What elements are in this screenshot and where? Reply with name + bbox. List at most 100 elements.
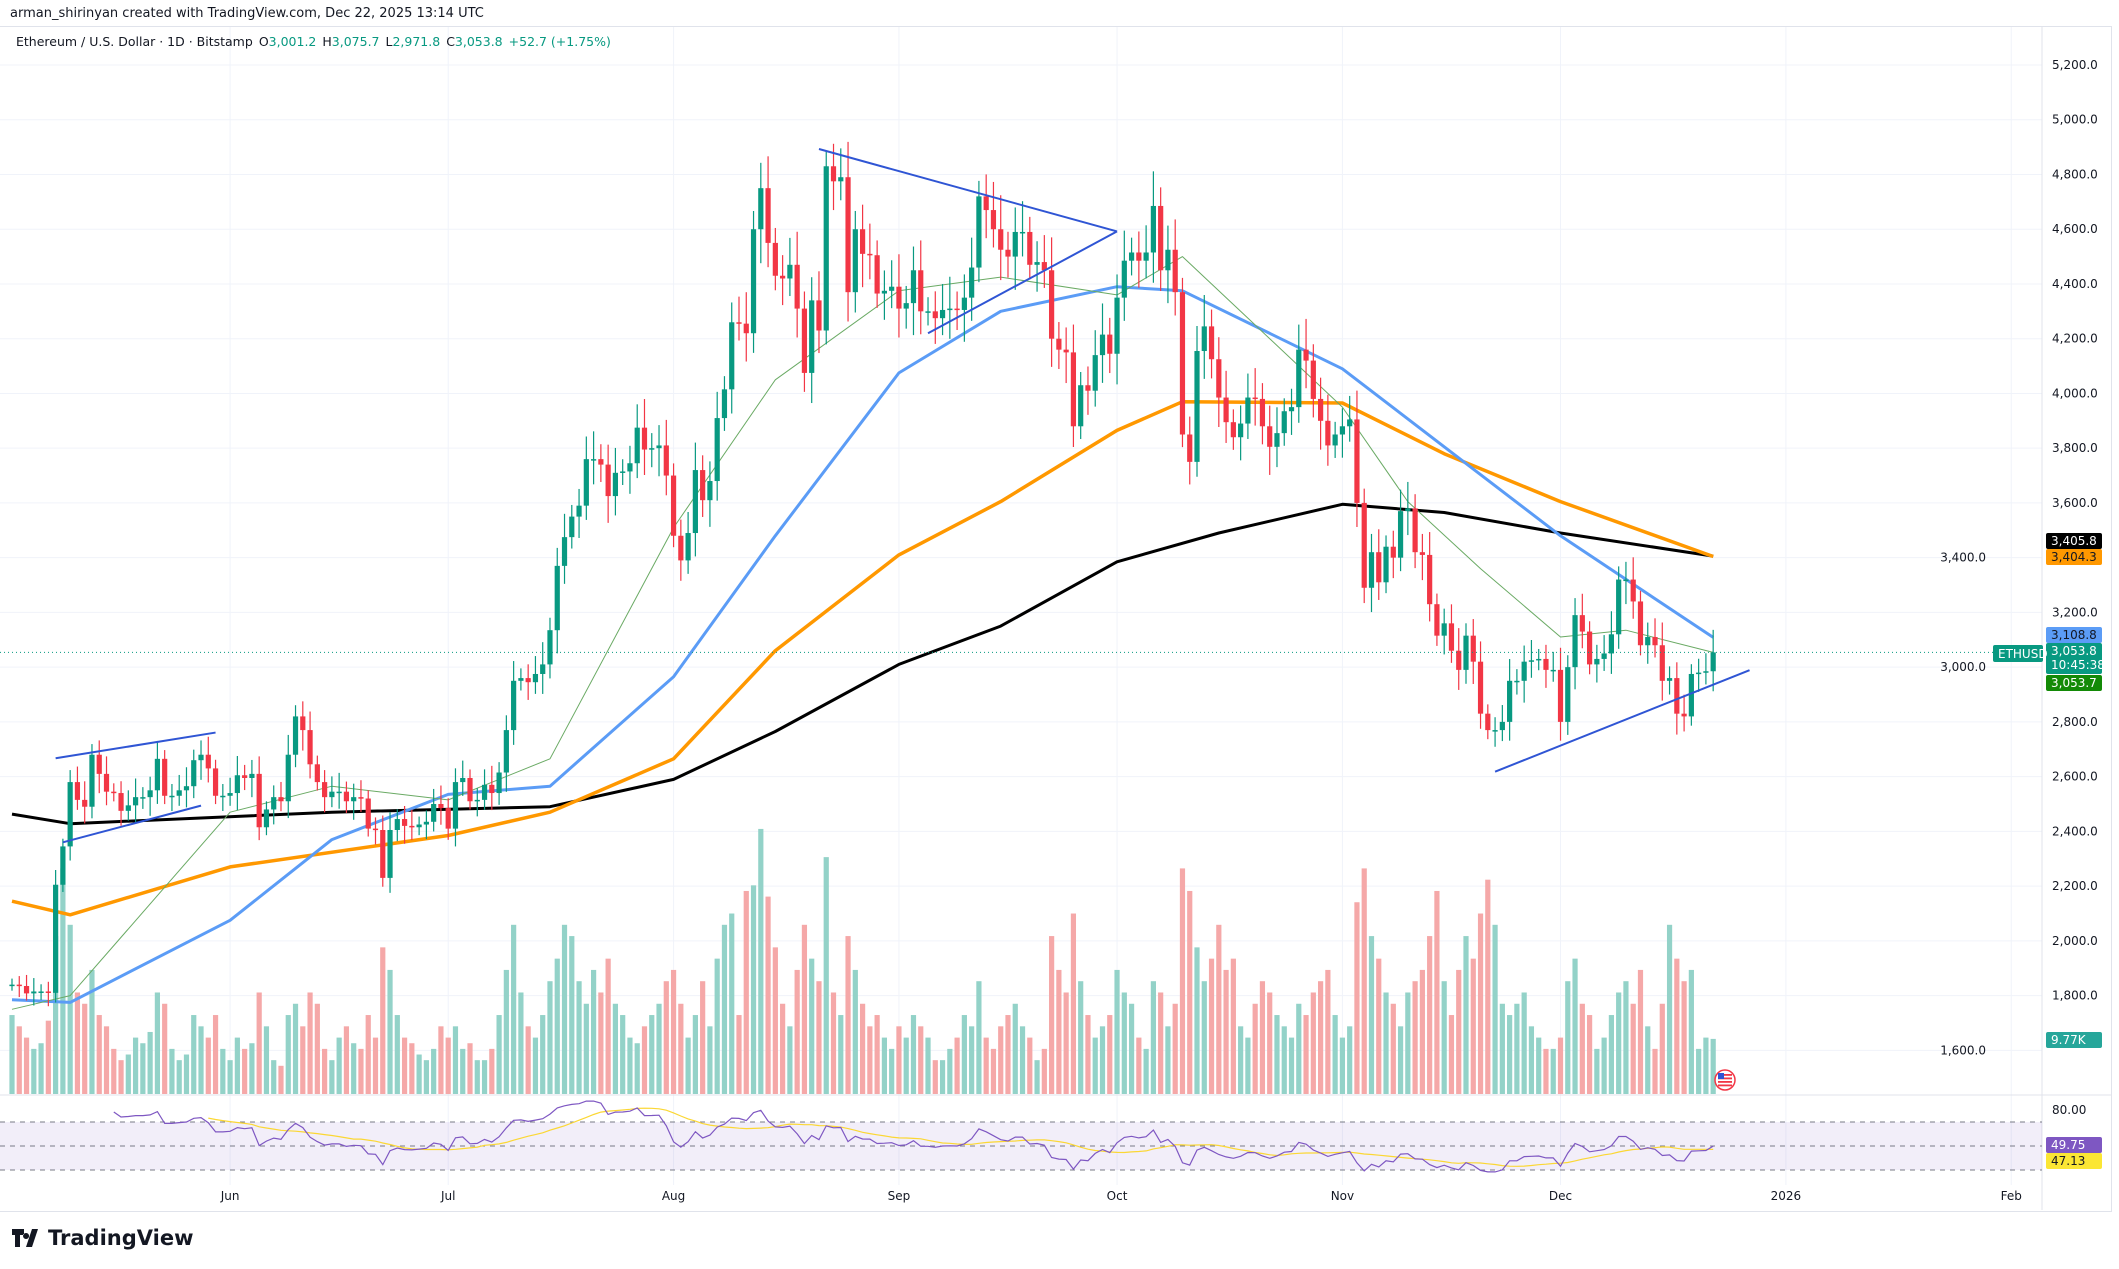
- volume-bar: [9, 1015, 15, 1094]
- volume-bar: [285, 1015, 291, 1094]
- candle: [830, 143, 837, 211]
- volume-bar: [1303, 1015, 1309, 1094]
- candle-body: [947, 308, 953, 311]
- candle: [823, 150, 829, 345]
- candle-body: [285, 754, 291, 802]
- volume-bar: [525, 1026, 531, 1094]
- volume-bar: [467, 1043, 473, 1094]
- volume-bar: [532, 1037, 539, 1094]
- volume-bar: [409, 1043, 415, 1094]
- volume-bar: [1056, 969, 1062, 1094]
- candle: [1637, 590, 1644, 656]
- volume-bar: [1107, 1015, 1113, 1094]
- candle: [838, 148, 844, 201]
- candle: [918, 240, 924, 335]
- candle: [794, 231, 800, 338]
- candle: [983, 174, 989, 239]
- volume-bar: [540, 1015, 546, 1094]
- economic-event-flag-icon[interactable]: [1714, 1069, 1736, 1091]
- candle: [1528, 640, 1535, 678]
- candle-body: [1463, 635, 1469, 670]
- candle: [1550, 651, 1556, 682]
- candle-body: [111, 791, 117, 794]
- candle: [511, 661, 517, 745]
- volume-bar: [889, 1048, 895, 1094]
- candle-body: [1586, 631, 1593, 665]
- candle: [714, 391, 720, 501]
- candle: [1230, 409, 1236, 450]
- candle-body: [1550, 669, 1556, 672]
- candle-body: [1027, 231, 1033, 265]
- volume-bar: [256, 992, 262, 1094]
- candle: [620, 459, 626, 485]
- candle-body: [1158, 205, 1164, 271]
- candle-body: [1681, 713, 1687, 717]
- volume-bar: [692, 1015, 698, 1094]
- candle-body: [765, 188, 771, 243]
- symbol-title[interactable]: Ethereum / U.S. Dollar · 1D · Bitstamp: [16, 34, 253, 49]
- volume-bar: [1703, 1037, 1709, 1094]
- candle-body: [939, 309, 946, 319]
- volume-bar: [125, 1054, 131, 1094]
- candle: [765, 156, 771, 268]
- volume-bar: [918, 1026, 924, 1094]
- volume-bar: [394, 1015, 400, 1094]
- candle: [481, 769, 488, 810]
- volume-bar: [212, 1015, 219, 1094]
- candle-body: [896, 286, 902, 309]
- candle-body: [910, 270, 917, 304]
- volume-bar: [1412, 981, 1418, 1094]
- volume-bar: [663, 981, 669, 1094]
- volume-bar: [750, 885, 757, 1094]
- candle: [809, 277, 815, 404]
- candle: [60, 838, 66, 892]
- candle: [1187, 416, 1193, 485]
- volume-bar: [845, 936, 851, 1094]
- volume-bar: [1201, 981, 1207, 1094]
- candle-body: [278, 797, 284, 802]
- volume-bar: [307, 992, 313, 1094]
- candle-body: [445, 808, 451, 829]
- candle: [220, 784, 226, 812]
- candle-body: [1637, 601, 1644, 646]
- volume-bar: [198, 1026, 204, 1094]
- candle: [1630, 557, 1636, 619]
- volume-bar: [990, 1048, 997, 1094]
- tradingview-logo[interactable]: TradingView: [12, 1226, 193, 1250]
- candle: [1281, 398, 1287, 446]
- volume-bar: [1092, 1037, 1098, 1094]
- candle-body: [365, 798, 371, 829]
- candle-body: [700, 470, 706, 501]
- candle-body: [1499, 721, 1505, 731]
- candle: [307, 711, 313, 779]
- candle-body: [1666, 678, 1673, 681]
- candle: [1383, 535, 1389, 594]
- candle-body: [1608, 634, 1614, 654]
- candle-body: [82, 799, 88, 807]
- volume-bar: [1027, 1037, 1033, 1094]
- volume-bar: [1099, 1026, 1106, 1094]
- volume-bar: [1696, 1048, 1702, 1094]
- candle: [569, 504, 575, 549]
- volume-bar: [758, 828, 764, 1094]
- volume-bar: [1601, 1037, 1607, 1094]
- volume-bar: [1114, 969, 1120, 1094]
- volume-bar: [191, 1015, 197, 1094]
- volume-bar: [867, 1026, 873, 1094]
- candle: [322, 770, 328, 813]
- candle: [1238, 405, 1244, 461]
- candle: [1681, 694, 1687, 732]
- volume-bar: [1368, 936, 1375, 1094]
- candle: [518, 668, 524, 691]
- volume-bar: [1070, 913, 1077, 1094]
- candle: [503, 715, 509, 792]
- candle: [1005, 231, 1011, 278]
- candle: [489, 765, 495, 811]
- candle: [961, 274, 967, 342]
- candle-body: [154, 758, 160, 791]
- candle-body: [1412, 508, 1418, 553]
- candle: [1652, 618, 1658, 658]
- candle: [1274, 407, 1280, 468]
- volume-bar: [1674, 958, 1680, 1094]
